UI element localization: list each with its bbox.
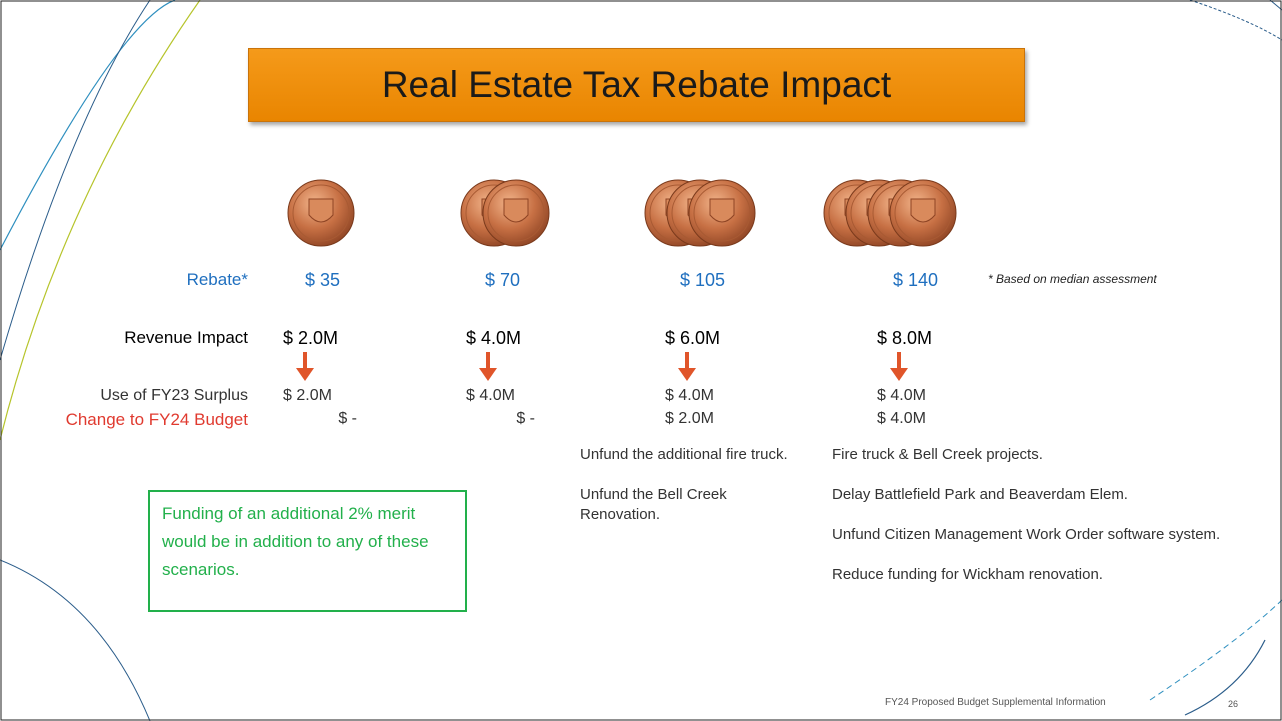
change-value: $ - (297, 410, 357, 428)
down-arrow (479, 352, 497, 381)
surplus-value: $ 4.0M (665, 387, 714, 405)
note: Unfund the Bell Creek Renovation. (580, 485, 795, 525)
title: Real Estate Tax Rebate Impact (382, 64, 891, 106)
footer: FY24 Proposed Budget Supplemental Inform… (885, 697, 1106, 708)
row-label: Use of FY23 Surplus (8, 387, 248, 405)
row-label: Rebate* (8, 270, 248, 290)
footnote: * Based on median assessment (988, 272, 1157, 286)
down-arrow (296, 352, 314, 381)
page-number: 26 (1228, 699, 1238, 709)
rebate-value: $ 70 (485, 270, 520, 291)
row-label: Change to FY24 Budget (8, 410, 248, 430)
callout: Funding of an additional 2% merit would … (148, 490, 467, 612)
note: Unfund the additional fire truck. (580, 445, 795, 465)
note: Unfund Citizen Management Work Order sof… (832, 525, 1252, 545)
revenue-value: $ 2.0M (283, 328, 338, 349)
title-box: Real Estate Tax Rebate Impact (248, 48, 1025, 122)
revenue-value: $ 8.0M (877, 328, 932, 349)
rebate-value: $ 140 (893, 270, 938, 291)
note: Reduce funding for Wickham renovation. (832, 565, 1252, 585)
revenue-value: $ 4.0M (466, 328, 521, 349)
rebate-value: $ 105 (680, 270, 725, 291)
coin-icon (483, 180, 549, 246)
slide: Real Estate Tax Rebate Impact Rebate* Re… (0, 0, 1282, 721)
note: Delay Battlefield Park and Beaverdam Ele… (832, 485, 1252, 505)
surplus-value: $ 2.0M (283, 387, 332, 405)
coin-icon (689, 180, 755, 246)
note: Fire truck & Bell Creek projects. (832, 445, 1252, 465)
coin-icon (890, 180, 956, 246)
down-arrow (890, 352, 908, 381)
surplus-value: $ 4.0M (877, 387, 926, 405)
surplus-value: $ 4.0M (466, 387, 515, 405)
revenue-value: $ 6.0M (665, 328, 720, 349)
rebate-value: $ 35 (305, 270, 340, 291)
change-value: $ 4.0M (877, 410, 926, 428)
row-label: Revenue Impact (8, 328, 248, 348)
change-value: $ - (475, 410, 535, 428)
change-value: $ 2.0M (665, 410, 714, 428)
coin-icon (288, 180, 354, 246)
down-arrow (678, 352, 696, 381)
